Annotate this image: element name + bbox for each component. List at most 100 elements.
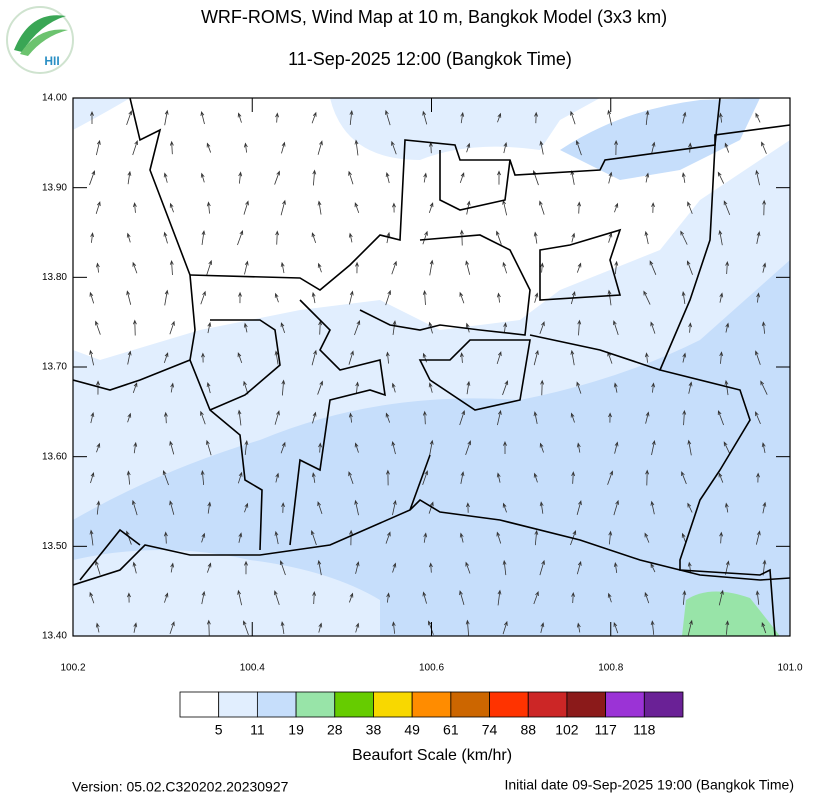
arrow <box>428 562 433 573</box>
logo-text: HII <box>44 54 59 68</box>
arrow <box>681 172 686 183</box>
colorbar-level: 28 <box>327 722 343 738</box>
arrow <box>169 320 175 335</box>
arrow <box>127 170 132 185</box>
arrow <box>317 140 323 155</box>
arrow <box>237 229 244 246</box>
colorbar-level: 117 <box>594 722 617 738</box>
arrow <box>237 589 243 606</box>
arrow <box>502 620 508 635</box>
arrow <box>503 141 508 154</box>
arrow <box>496 351 502 365</box>
colorbar-level: 102 <box>555 722 579 738</box>
y-tick-label: 13.50 <box>42 541 67 552</box>
arrow <box>317 200 322 215</box>
arrow <box>317 501 323 515</box>
arrow <box>762 501 767 514</box>
arrow <box>755 590 760 605</box>
arrow <box>718 589 724 606</box>
arrow <box>126 470 131 485</box>
colorbar-box <box>334 691 374 718</box>
arrow <box>355 561 360 574</box>
arrow <box>201 590 206 605</box>
arrow <box>496 292 501 303</box>
arrow <box>681 471 687 485</box>
arrow <box>724 502 729 513</box>
arrow <box>428 501 434 514</box>
arrow <box>280 441 286 454</box>
arrow <box>201 352 205 363</box>
colorbar-box <box>218 691 258 718</box>
arrow <box>465 619 470 636</box>
arrow <box>348 471 354 484</box>
arrow <box>163 411 168 424</box>
arrow <box>496 230 502 245</box>
arrow <box>794 171 798 185</box>
arrow <box>132 202 137 213</box>
y-tick-label: 13.80 <box>42 272 67 283</box>
colorbar-level: 49 <box>404 722 420 738</box>
arrow <box>170 562 175 573</box>
arrow <box>577 319 582 336</box>
arrow <box>755 169 760 186</box>
arrow <box>533 231 538 244</box>
arrow <box>466 502 470 513</box>
arrow <box>682 409 687 426</box>
arrow <box>793 413 796 423</box>
arrow <box>133 622 138 633</box>
arrow <box>391 621 396 634</box>
arrow <box>422 352 427 363</box>
arrow <box>539 442 544 453</box>
arrow <box>688 322 693 333</box>
arrow <box>466 380 471 395</box>
arrow <box>243 142 248 153</box>
arrow <box>127 350 132 365</box>
colorbar-level: 74 <box>482 722 498 738</box>
arrow <box>761 141 767 154</box>
arrow <box>799 624 803 632</box>
arrow <box>760 380 768 395</box>
arrow <box>645 172 650 183</box>
arrow <box>280 621 285 634</box>
arrow <box>570 349 575 366</box>
arrow <box>429 259 434 276</box>
arrow <box>238 532 243 543</box>
arrow <box>170 382 175 393</box>
arrow <box>687 561 692 574</box>
arrow <box>164 592 169 603</box>
arrow <box>318 442 322 453</box>
arrow <box>127 412 132 423</box>
arrow <box>682 111 687 124</box>
arrow <box>800 444 803 453</box>
arrow <box>761 321 766 334</box>
arrow <box>274 292 279 303</box>
arrow <box>687 201 693 214</box>
arrow <box>310 530 317 546</box>
arrow <box>576 560 582 575</box>
arrow <box>95 320 101 335</box>
arrow <box>534 111 538 124</box>
axes: 100.2 100.4 100.6 100.8 101.0 13.40 13.50 13.60… <box>42 93 803 674</box>
arrow <box>608 171 613 184</box>
arrow <box>169 440 175 455</box>
arrow <box>169 202 174 213</box>
arrow <box>644 532 650 543</box>
arrow <box>539 559 545 576</box>
colorbar-box <box>450 691 490 718</box>
arrow <box>89 349 95 366</box>
arrow <box>428 202 434 214</box>
arrow <box>725 322 730 333</box>
arrow <box>503 322 508 333</box>
arrow <box>607 592 612 603</box>
arrow <box>502 502 507 513</box>
arrow <box>317 262 322 273</box>
arrow <box>274 530 279 545</box>
colorbar: 5 11 19 28 38 49 61 74 88 102 117 118 <box>179 691 684 738</box>
arrow <box>162 470 169 486</box>
arrow <box>244 502 249 513</box>
y-tick-label: 13.90 <box>42 182 67 193</box>
colorbar-level: 88 <box>520 722 536 738</box>
arrow <box>237 471 243 484</box>
arrow <box>644 591 650 604</box>
arrow <box>651 440 656 456</box>
